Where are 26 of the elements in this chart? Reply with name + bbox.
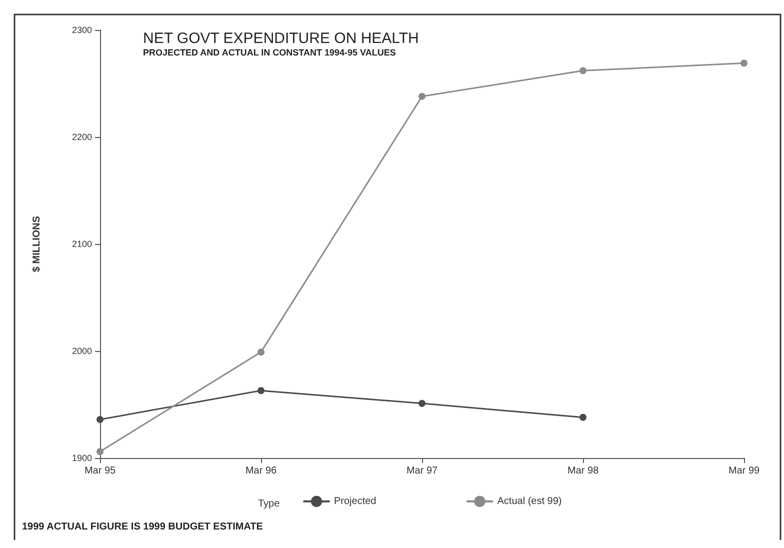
x-tick-label: Mar 98 — [567, 466, 599, 476]
legend-label: Actual (est 99) — [497, 496, 562, 507]
point — [96, 448, 104, 456]
x-tick-label: Mar 96 — [245, 466, 277, 476]
x-tick-label: Mar 97 — [406, 466, 438, 476]
point — [258, 348, 264, 356]
point — [418, 400, 426, 407]
y-tick-label: 2100 — [72, 239, 92, 249]
legend-title: Type — [258, 498, 280, 510]
y-tick-label: 1900 — [72, 453, 92, 463]
point — [740, 60, 748, 67]
point — [418, 92, 426, 100]
text: 1999 ACTUAL FIGURE IS 1999 BUDGET ESTIMATE — [22, 522, 264, 532]
text: PROJECTED AND ACTUAL IN CONSTANT 1994-95 VALUES — [143, 48, 396, 58]
legend-label: Projected — [334, 496, 376, 507]
point — [580, 414, 586, 421]
x-tick-label: Mar 95 — [84, 466, 116, 476]
x-tick-label: Mar 99 — [728, 466, 760, 476]
y-axis-title: $ MILLIONS — [32, 216, 42, 272]
y-tick-label: 2300 — [72, 25, 92, 35]
point — [96, 416, 104, 423]
point — [258, 387, 264, 394]
point — [580, 67, 586, 74]
y-tick-label: 2200 — [72, 132, 92, 142]
y-tick-label: 2000 — [72, 346, 92, 356]
chart-title: NET GOVT EXPENDITURE ON HEALTH — [143, 30, 419, 47]
